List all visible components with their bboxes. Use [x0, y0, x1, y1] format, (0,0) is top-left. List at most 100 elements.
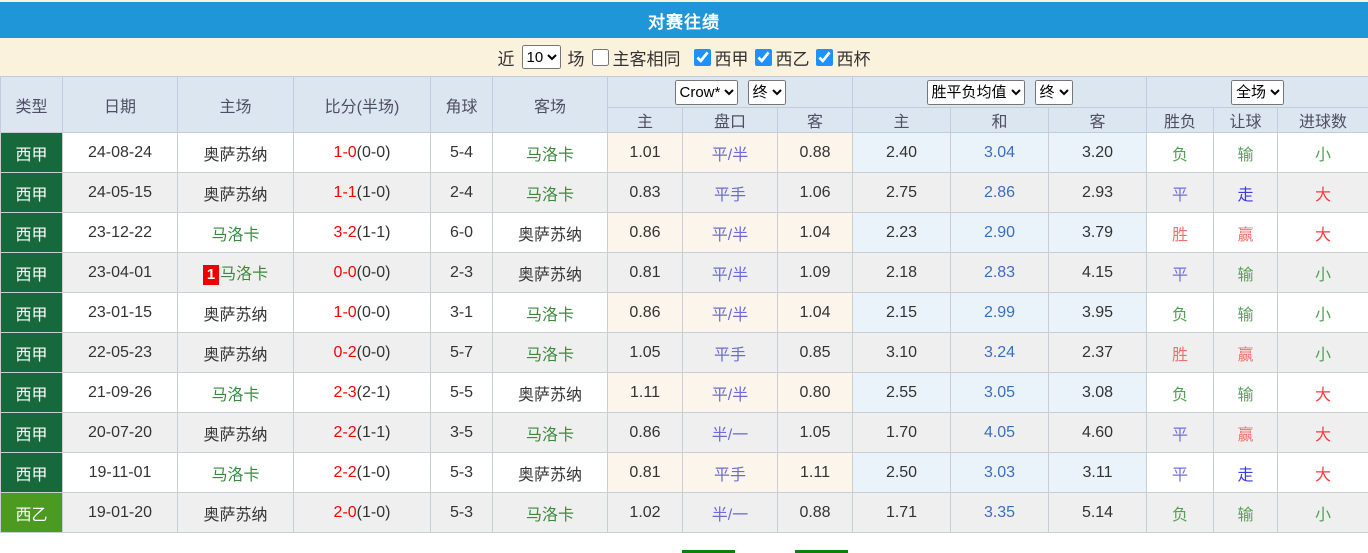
- corner-cell: 3-1: [430, 292, 493, 333]
- crow-away-odds: 0.88: [776, 492, 854, 533]
- sub-header-avg-away: 客: [1048, 107, 1148, 133]
- away-team-cell: 奥萨苏纳: [492, 452, 608, 493]
- same-home-away-label: 主客相同: [612, 49, 681, 69]
- result-cell: 平: [1146, 412, 1215, 453]
- sub-header-result: 胜负: [1146, 107, 1215, 133]
- recent-count-select[interactable]: 10: [521, 45, 561, 69]
- corner-cell: 5-5: [430, 372, 493, 413]
- handicap-result-cell: 赢: [1213, 412, 1279, 453]
- result-cell: 平: [1146, 172, 1215, 213]
- team-name: 马洛卡: [525, 186, 574, 204]
- page-title: 对赛往绩: [0, 2, 1368, 38]
- avg-away-odds: 5.14: [1048, 492, 1148, 533]
- home-team-cell: 马洛卡: [177, 212, 294, 253]
- halftime-score: (1-1): [356, 223, 391, 241]
- odds-company-select[interactable]: Crow*: [674, 79, 738, 105]
- avg-time-select[interactable]: 终: [1034, 79, 1073, 105]
- corner-cell: 5-3: [430, 452, 493, 493]
- avg-type-select[interactable]: 胜平负均值: [926, 79, 1025, 105]
- handicap-line-cell: 平/半: [682, 292, 778, 333]
- corner-cell: 5-7: [430, 332, 493, 373]
- team-name: 奥萨苏纳: [517, 226, 582, 244]
- handicap-line-cell: 平/半: [682, 212, 778, 253]
- avg-away-odds: 3.11: [1048, 452, 1148, 493]
- league-filter[interactable]: 西甲: [693, 45, 749, 70]
- result-cell: 负: [1146, 372, 1215, 413]
- top-strip: [0, 0, 1368, 2]
- home-team-cell: 奥萨苏纳: [177, 332, 294, 373]
- avg-home-odds: 1.70: [852, 412, 952, 453]
- crow-home-odds: 0.86: [607, 412, 683, 453]
- date-cell: 19-11-01: [62, 452, 178, 493]
- avg-home-odds: 2.50: [852, 452, 952, 493]
- fulltime-score: 1-0: [333, 303, 357, 321]
- avg-draw-odds: 3.24: [950, 332, 1050, 373]
- league-checkbox[interactable]: [693, 48, 711, 66]
- fulltime-score: 1-0: [333, 143, 357, 161]
- handicap-result-cell: 赢: [1213, 332, 1279, 373]
- halftime-score: (0-0): [356, 343, 391, 361]
- scope-select[interactable]: 全场: [1231, 79, 1285, 105]
- odds-time-select[interactable]: 终: [747, 79, 786, 105]
- date-cell: 19-01-20: [62, 492, 178, 533]
- crow-away-odds: 1.09: [776, 252, 854, 293]
- team-name: 奥萨苏纳: [517, 266, 582, 284]
- fulltime-score: 2-2: [333, 463, 357, 481]
- avg-home-odds: 2.55: [852, 372, 952, 413]
- handicap-result-cell: 输: [1213, 492, 1279, 533]
- crow-home-odds: 1.05: [607, 332, 683, 373]
- avg-away-odds: 3.20: [1048, 132, 1148, 173]
- goals-result-cell: 大: [1277, 212, 1368, 253]
- team-name: 马洛卡: [525, 506, 574, 524]
- team-name: 奥萨苏纳: [203, 186, 268, 204]
- date-cell: 21-09-26: [62, 372, 178, 413]
- fulltime-score: 1-1: [333, 183, 357, 201]
- table-row: 西甲 22-05-23 奥萨苏纳 0-2(0-0) 5-7 马洛卡 1.05 平手 0.85 3.…: [0, 332, 1368, 373]
- same-home-away-checkbox[interactable]: [591, 48, 609, 66]
- corner-cell: 5-4: [430, 132, 493, 173]
- league-filter[interactable]: 西乙: [754, 45, 810, 70]
- sub-header-handicap-result: 让球: [1213, 107, 1279, 133]
- avg-draw-odds: 4.05: [950, 412, 1050, 453]
- sub-header-goals: 进球数: [1277, 107, 1368, 133]
- halftime-score: (0-0): [356, 303, 391, 321]
- fulltime-score: 3-2: [333, 223, 357, 241]
- league-cell: 西甲: [0, 412, 63, 453]
- handicap-result-cell: 赢: [1213, 212, 1279, 253]
- away-team-cell: 马洛卡: [492, 132, 608, 173]
- avg-away-odds: 2.37: [1048, 332, 1148, 373]
- avg-draw-odds: 2.90: [950, 212, 1050, 253]
- halftime-score: (1-1): [356, 423, 391, 441]
- away-team-cell: 马洛卡: [492, 172, 608, 213]
- avg-away-odds: 3.79: [1048, 212, 1148, 253]
- date-cell: 24-08-24: [62, 132, 178, 173]
- table-row: 西甲 23-12-22 马洛卡 3-2(1-1) 6-0 奥萨苏纳 0.86 平/半 1.04 2…: [0, 212, 1368, 253]
- games-label: 场: [567, 49, 585, 69]
- league-checkbox[interactable]: [815, 48, 833, 66]
- score-cell: 2-2(1-1): [293, 412, 431, 453]
- sub-header-odds-home: 主: [607, 107, 683, 133]
- rank-badge: 1: [202, 265, 220, 285]
- avg-draw-odds: 2.86: [950, 172, 1050, 213]
- team-name: 奥萨苏纳: [203, 306, 268, 324]
- score-cell: 2-2(1-0): [293, 452, 431, 493]
- corner-cell: 2-3: [430, 252, 493, 293]
- fulltime-score: 2-3: [333, 383, 357, 401]
- crow-away-odds: 0.85: [776, 332, 854, 373]
- away-team-cell: 奥萨苏纳: [492, 212, 608, 253]
- result-cell: 平: [1146, 452, 1215, 493]
- league-checkbox[interactable]: [754, 48, 772, 66]
- avg-home-odds: 3.10: [852, 332, 952, 373]
- team-name: 马洛卡: [525, 146, 574, 164]
- league-cell: 西甲: [0, 212, 63, 253]
- team-name: 马洛卡: [211, 386, 260, 404]
- league-filter[interactable]: 西杯: [815, 45, 871, 70]
- table-row: 西甲 24-08-24 奥萨苏纳 1-0(0-0) 5-4 马洛卡 1.01 平/半 0.88 2…: [0, 132, 1368, 173]
- same-home-away-filter[interactable]: 主客相同: [591, 45, 681, 70]
- goals-result-cell: 大: [1277, 172, 1368, 213]
- crow-away-odds: 0.80: [776, 372, 854, 413]
- col-header-home: 主场: [177, 76, 294, 133]
- fulltime-score: 2-0: [333, 503, 357, 521]
- halftime-score: (1-0): [356, 503, 391, 521]
